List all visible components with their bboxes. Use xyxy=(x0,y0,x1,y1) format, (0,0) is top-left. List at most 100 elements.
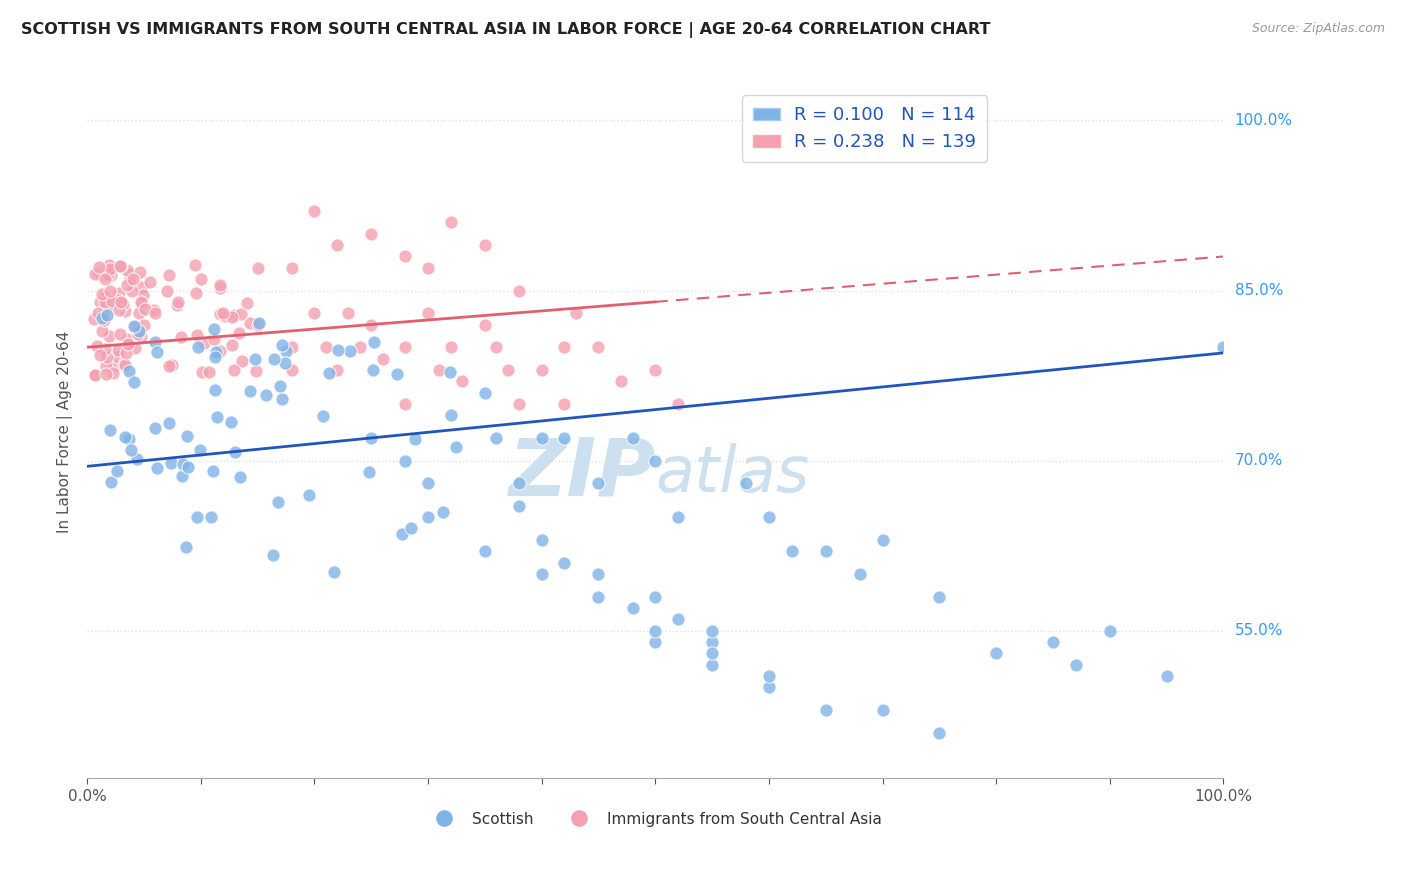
Text: atlas: atlas xyxy=(655,442,810,505)
Point xyxy=(446,440,468,454)
Point xyxy=(360,431,382,445)
Point xyxy=(304,306,326,320)
Point xyxy=(131,280,153,294)
Point xyxy=(416,306,439,320)
Point xyxy=(202,332,225,346)
Point xyxy=(122,375,145,389)
Point xyxy=(112,357,135,371)
Point xyxy=(222,362,245,376)
Point xyxy=(127,326,149,341)
Point xyxy=(107,343,129,358)
Point xyxy=(401,520,423,534)
Point xyxy=(1212,340,1234,354)
Point xyxy=(87,306,110,320)
Point xyxy=(644,590,666,604)
Point xyxy=(270,337,292,351)
Point xyxy=(117,278,139,293)
Point xyxy=(872,533,894,547)
Point xyxy=(474,238,496,252)
Point xyxy=(89,294,111,309)
Point xyxy=(530,533,553,547)
Point xyxy=(129,295,152,310)
Point xyxy=(219,415,242,429)
Point xyxy=(359,465,381,479)
Point xyxy=(124,341,146,355)
Point xyxy=(254,388,277,402)
Point xyxy=(263,352,285,367)
Point xyxy=(280,340,302,354)
Point xyxy=(142,303,165,318)
Point xyxy=(508,284,530,298)
Point xyxy=(404,433,426,447)
Point xyxy=(280,260,302,275)
Point xyxy=(610,374,633,388)
Point xyxy=(239,384,262,398)
Point xyxy=(204,384,226,398)
Point xyxy=(621,431,644,445)
Point xyxy=(361,363,384,377)
Point xyxy=(621,601,644,615)
Point xyxy=(100,475,122,490)
Point xyxy=(666,397,689,411)
Point xyxy=(394,453,416,467)
Point xyxy=(118,272,141,286)
Point xyxy=(474,318,496,332)
Point xyxy=(96,309,118,323)
Point xyxy=(394,340,416,354)
Point xyxy=(1064,657,1087,672)
Point xyxy=(160,358,183,372)
Point xyxy=(86,338,108,352)
Point xyxy=(193,336,215,351)
Point xyxy=(700,635,723,649)
Point xyxy=(139,275,162,289)
Point xyxy=(700,657,723,672)
Point xyxy=(83,311,105,326)
Point xyxy=(132,318,155,332)
Point xyxy=(872,703,894,717)
Point xyxy=(174,540,197,554)
Point xyxy=(564,306,586,320)
Point xyxy=(129,265,152,279)
Point xyxy=(262,548,284,562)
Text: ZIP: ZIP xyxy=(508,434,655,513)
Point xyxy=(186,286,208,301)
Point xyxy=(157,268,180,282)
Point xyxy=(416,510,439,524)
Point xyxy=(187,340,209,354)
Point xyxy=(530,431,553,445)
Point xyxy=(666,510,689,524)
Point xyxy=(243,352,266,367)
Point xyxy=(588,567,610,582)
Point xyxy=(363,335,385,350)
Point xyxy=(96,351,118,365)
Point xyxy=(271,392,294,406)
Point xyxy=(588,476,610,491)
Point xyxy=(553,340,575,354)
Point xyxy=(98,297,121,311)
Point xyxy=(485,340,508,354)
Point xyxy=(209,344,232,359)
Point xyxy=(208,281,231,295)
Point xyxy=(224,445,246,459)
Point xyxy=(83,368,105,382)
Point xyxy=(530,567,553,582)
Point xyxy=(416,260,439,275)
Point xyxy=(146,461,169,475)
Point xyxy=(184,258,207,272)
Point xyxy=(269,378,291,392)
Point xyxy=(98,423,121,437)
Point xyxy=(451,374,474,388)
Point xyxy=(326,363,349,377)
Point xyxy=(267,495,290,509)
Point xyxy=(90,286,112,301)
Point xyxy=(117,336,139,351)
Point xyxy=(416,476,439,491)
Point xyxy=(170,468,193,483)
Point xyxy=(318,366,340,380)
Point xyxy=(235,296,257,310)
Point xyxy=(190,272,212,286)
Point xyxy=(209,278,232,293)
Point xyxy=(108,260,131,274)
Point xyxy=(304,204,326,219)
Point xyxy=(91,311,114,326)
